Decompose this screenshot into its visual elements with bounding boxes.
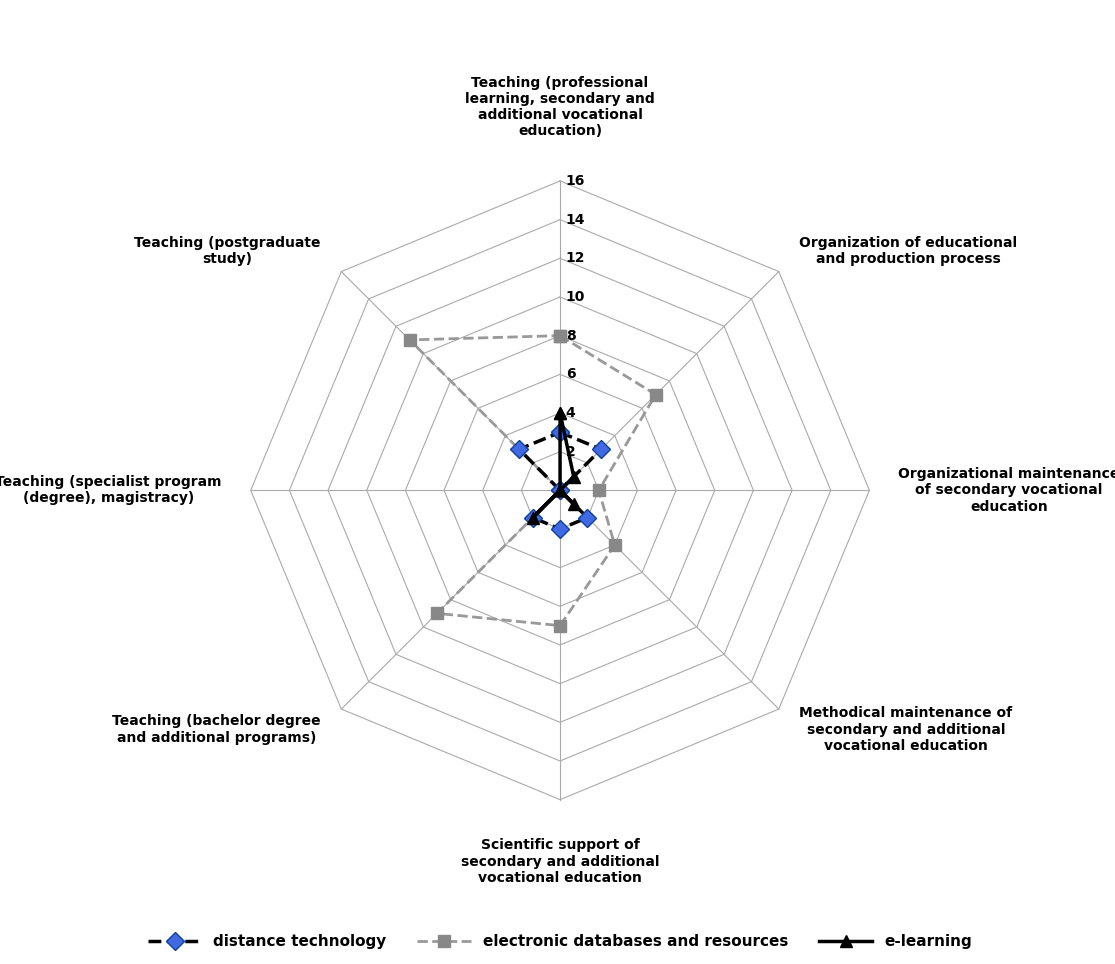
Text: Teaching (postgraduate
study): Teaching (postgraduate study)	[134, 236, 321, 266]
Text: 16: 16	[566, 174, 585, 188]
Text: 6: 6	[566, 367, 575, 382]
Text: Teaching (bachelor degree
and additional programs): Teaching (bachelor degree and additional…	[113, 714, 321, 744]
Text: Teaching (specialist program
(degree), magistracy): Teaching (specialist program (degree), m…	[0, 475, 222, 505]
Text: Methodical maintenance of
secondary and additional
vocational education: Methodical maintenance of secondary and …	[799, 707, 1012, 753]
Text: 4: 4	[566, 406, 575, 420]
Text: 8: 8	[566, 329, 575, 342]
Text: 10: 10	[566, 290, 585, 304]
Text: Teaching (professional
learning, secondary and
additional vocational
education): Teaching (professional learning, seconda…	[465, 76, 655, 139]
Text: 2: 2	[566, 444, 575, 459]
Text: 12: 12	[566, 252, 585, 265]
Text: 14: 14	[566, 213, 585, 227]
Legend: distance technology, electronic databases and resources, e-learning: distance technology, electronic database…	[133, 919, 988, 964]
Text: Organizational maintenance
of secondary vocational
education: Organizational maintenance of secondary …	[899, 468, 1115, 514]
Text: Organization of educational
and production process: Organization of educational and producti…	[799, 236, 1018, 266]
Text: Scientific support of
secondary and additional
vocational education: Scientific support of secondary and addi…	[460, 839, 659, 885]
